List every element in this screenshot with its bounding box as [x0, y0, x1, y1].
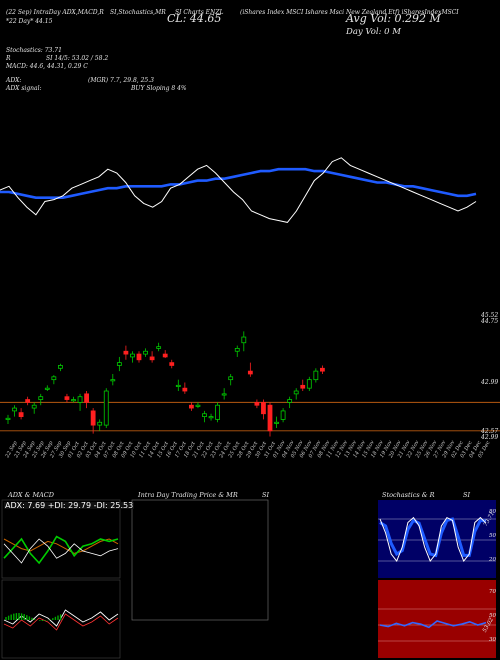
intraday-panel-frame	[131, 499, 269, 621]
rsi-tick-70: 70	[489, 589, 496, 595]
candle-body	[287, 399, 293, 403]
candle-body	[319, 367, 325, 372]
candle-body	[90, 410, 96, 426]
candle-body	[12, 407, 17, 412]
candle-body	[116, 362, 122, 366]
header-symbol-info: (22 Sep) IntraDay ADX,MACD,R	[6, 9, 104, 16]
candle-body	[169, 362, 175, 366]
candle-body	[31, 404, 37, 409]
candle-body	[51, 376, 57, 381]
candle-body	[208, 416, 214, 419]
rsi-r: R	[6, 55, 11, 62]
macd-readout: MACD: 44.6, 44.31, 0.29 C	[6, 63, 88, 70]
candle-body	[221, 393, 227, 396]
candle-body	[84, 393, 89, 403]
header-22day: *22 Day* 44.15	[6, 18, 53, 25]
candle-body	[175, 384, 181, 387]
intra-panel-title: Intra Day Trading Price & MR	[138, 491, 238, 499]
price-label-top-1: 45.52	[481, 312, 499, 319]
candle-body	[38, 396, 44, 400]
candle-body	[97, 421, 103, 426]
candle-body	[162, 353, 168, 358]
candle-body	[5, 417, 11, 420]
rsi-tick-30: 30	[489, 637, 496, 643]
plus-di-line	[3, 535, 119, 565]
avg-volume: Avg Vol: 0.292 M	[346, 12, 441, 25]
adx-panel-title: ADX & MACD	[8, 491, 54, 499]
candle-body	[18, 412, 24, 417]
candle-body	[123, 350, 129, 355]
stoch-tick-80: 80	[489, 509, 496, 515]
candle-body	[130, 353, 135, 358]
macd-signal-line	[3, 613, 119, 631]
stoch-readout: Stochastics: 73.71	[6, 47, 62, 54]
close-price: CL: 44.65	[167, 12, 222, 25]
candle-body	[71, 399, 76, 402]
candle-body	[280, 410, 286, 420]
adx-values-readout: ADX: 7.69 +DI: 29.79 -DI: 25.53	[4, 501, 135, 510]
candle-body	[306, 379, 312, 389]
candle-body	[313, 370, 319, 381]
candle-body	[64, 396, 70, 400]
rsi-tick-50: 50	[489, 613, 496, 619]
candle-body	[182, 387, 188, 392]
candle-body	[202, 413, 207, 417]
rsi-readout: SI 14/5: 53.02 / 58.2	[46, 55, 109, 62]
header-chart-name: SI Charts ENZL	[175, 9, 224, 16]
adx-mgr-readout: (MGR) 7.7, 29.8, 25.3	[88, 77, 154, 84]
candle-body	[77, 396, 83, 403]
candle-body	[136, 353, 142, 361]
adx-signal-value: BUY Sloping 8 4%	[131, 85, 187, 92]
candle-body	[234, 348, 240, 352]
stoch-k-line	[379, 516, 487, 562]
candle-body	[247, 370, 253, 375]
candle-body	[261, 401, 266, 415]
adx-label: ADX:	[6, 77, 22, 84]
candle-body	[267, 404, 273, 432]
candle-body	[44, 387, 50, 390]
minus-di-line	[3, 538, 119, 564]
candle-body	[25, 399, 31, 403]
candle-body	[103, 390, 109, 426]
price-label-level1: 42.99	[481, 379, 499, 386]
candle-body	[156, 346, 162, 349]
day-volume: Day Vol: 0 M	[346, 27, 401, 37]
intra-panel-si: SI	[262, 491, 270, 499]
candle-body	[195, 404, 201, 407]
candle-body	[228, 376, 234, 381]
candle-body	[58, 365, 63, 369]
rsi-panel-line	[379, 620, 487, 629]
stoch-panel-bg	[378, 500, 496, 578]
price-label-level2b: 42.99	[481, 434, 499, 441]
header-etf-name: (iShares Index MSCI Ishares Msci New Zea…	[240, 9, 459, 16]
stoch-tick-20: 20	[489, 557, 496, 563]
stoch-panel-title: Stochastics & R	[382, 491, 435, 499]
candle-body	[143, 350, 148, 355]
rsi-panel-bg	[378, 580, 496, 658]
candle-body	[293, 390, 299, 395]
adx-signal-label: ADX signal:	[6, 85, 42, 92]
candle-body	[110, 379, 116, 382]
candle-body	[149, 356, 155, 361]
adx-line	[3, 538, 119, 554]
candle-body	[274, 421, 279, 424]
candle-body	[188, 404, 194, 409]
candle-body	[241, 336, 247, 344]
header-indicators: SI,Stochastics,MR	[110, 9, 166, 16]
candle-body	[300, 384, 306, 389]
price-label-top-2: 44.75	[481, 318, 499, 325]
candle-body	[254, 401, 260, 406]
stoch-tick-50: 50	[489, 533, 496, 539]
candle-body	[215, 404, 221, 420]
stoch-panel-si: SI	[463, 491, 471, 499]
rsi-line	[0, 157, 477, 223]
price-label-level2a: 42.57	[481, 428, 499, 435]
